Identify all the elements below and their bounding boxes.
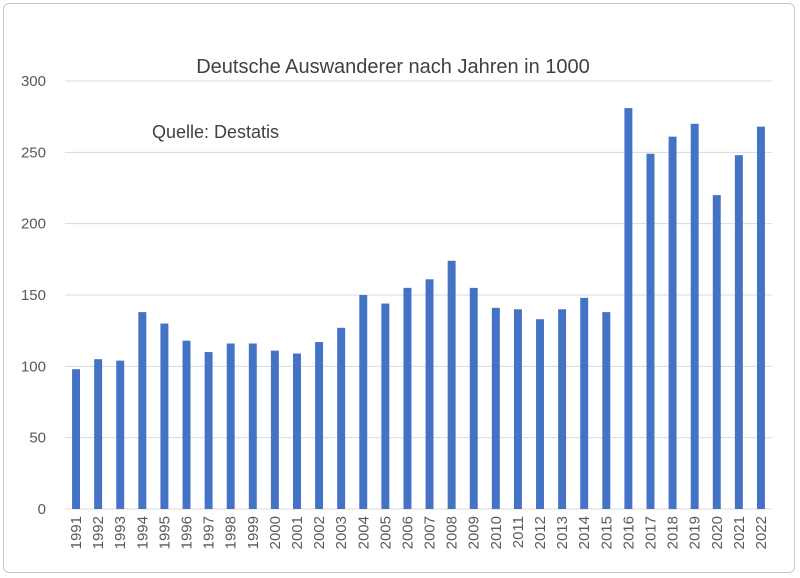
bar-1993 [116, 360, 125, 509]
x-tick-label: 2003 [333, 516, 350, 549]
x-tick-label: 2001 [289, 516, 306, 549]
x-tick-label: 2020 [709, 516, 726, 549]
bar-2001 [293, 353, 301, 509]
x-tick-label: 2008 [444, 516, 461, 549]
x-tick-label: 2018 [665, 516, 682, 549]
x-tick-label: 2021 [731, 516, 748, 549]
bar-1991 [72, 369, 81, 509]
x-tick-label: 2016 [620, 516, 637, 549]
x-tick-label: 2014 [576, 516, 593, 549]
bar-2006 [403, 287, 412, 509]
y-axis-tick-labels: 0 50 100 150 200 250 300 [21, 73, 46, 518]
bar-1995 [160, 323, 169, 509]
y-tick-label: 50 [29, 430, 46, 447]
bar-1998 [226, 343, 235, 509]
y-tick-label: 300 [21, 73, 46, 90]
gridlines [65, 80, 772, 510]
bar-2022 [756, 126, 765, 510]
y-tick-label: 150 [21, 287, 46, 304]
bar-2014 [580, 297, 589, 509]
x-tick-label: 1999 [245, 516, 262, 549]
bar-1999 [248, 343, 257, 509]
bar-2013 [558, 309, 567, 509]
bars [72, 108, 765, 510]
x-tick-label: 1998 [223, 516, 240, 549]
bar-2000 [270, 350, 279, 509]
chart-title: Deutsche Auswanderer nach Jahren in 1000 [196, 56, 590, 78]
x-tick-label: 2010 [488, 516, 505, 549]
x-tick-label: 2017 [642, 516, 659, 549]
chart-frame [3, 3, 795, 573]
bar-2015 [602, 312, 611, 509]
x-tick-label: 1994 [134, 516, 151, 549]
bar-1994 [138, 312, 147, 509]
bar-2021 [734, 155, 743, 509]
y-tick-label: 200 [21, 216, 46, 233]
bar-2017 [646, 153, 655, 509]
y-tick-label: 0 [38, 501, 46, 518]
x-tick-label: 2004 [355, 516, 372, 549]
y-tick-label: 100 [21, 358, 46, 375]
bar-1992 [94, 359, 103, 509]
x-tick-label: 1993 [112, 516, 129, 549]
x-tick-label: 1992 [90, 516, 107, 549]
bar-2018 [668, 136, 677, 509]
bar-2020 [712, 195, 721, 509]
x-tick-label: 2005 [377, 516, 394, 549]
x-tick-label: 1991 [68, 516, 85, 549]
bar-2010 [491, 307, 500, 509]
bar-2012 [536, 319, 544, 509]
bar-2003 [337, 327, 346, 509]
bar-2009 [469, 287, 478, 509]
x-tick-label: 1997 [201, 516, 218, 549]
bar-2004 [359, 295, 368, 509]
x-tick-label: 2013 [554, 516, 571, 549]
x-tick-label: 1995 [156, 516, 173, 549]
bar-1996 [182, 340, 191, 509]
x-tick-label: 2015 [598, 516, 615, 549]
y-tick-label: 250 [21, 144, 46, 161]
bar-2008 [447, 260, 456, 509]
x-tick-label: 2011 [510, 516, 527, 548]
x-tick-label: 2009 [466, 516, 483, 549]
bar-2007 [425, 279, 434, 509]
bar-2002 [315, 342, 324, 509]
x-tick-label: 2000 [267, 516, 284, 549]
x-tick-label: 2007 [422, 516, 439, 549]
bar-2005 [381, 303, 390, 509]
x-tick-label: 1996 [179, 516, 196, 549]
bar-2019 [690, 123, 699, 510]
x-tick-label: 2012 [532, 516, 549, 549]
source-annotation: Quelle: Destatis [152, 122, 279, 142]
x-tick-label: 2022 [753, 516, 770, 549]
x-tick-label: 2002 [311, 516, 328, 549]
x-axis-tick-labels: 1991 1992 1993 1994 1995 1996 1997 1998 1999 2000… [68, 516, 770, 549]
bar-2011 [513, 309, 522, 509]
bar-1997 [204, 352, 213, 509]
x-tick-label: 2006 [399, 516, 416, 549]
bar-2016 [624, 108, 633, 510]
x-tick-label: 2019 [687, 516, 704, 549]
